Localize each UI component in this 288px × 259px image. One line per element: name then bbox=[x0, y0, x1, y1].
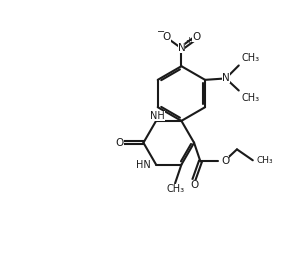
Text: CH₃: CH₃ bbox=[241, 53, 259, 63]
Text: HN: HN bbox=[136, 160, 151, 170]
Text: O: O bbox=[192, 32, 200, 42]
Text: CH₃: CH₃ bbox=[241, 93, 259, 103]
Text: NH: NH bbox=[150, 111, 165, 121]
Text: O: O bbox=[115, 138, 124, 148]
Text: O: O bbox=[221, 156, 229, 167]
Text: +: + bbox=[185, 35, 192, 45]
Text: CH₃: CH₃ bbox=[257, 156, 273, 165]
Text: O: O bbox=[162, 32, 170, 42]
Text: −: − bbox=[157, 27, 165, 37]
Text: N: N bbox=[177, 43, 185, 53]
Text: N: N bbox=[222, 73, 230, 83]
Text: O: O bbox=[190, 180, 198, 190]
Text: CH₃: CH₃ bbox=[166, 184, 184, 194]
